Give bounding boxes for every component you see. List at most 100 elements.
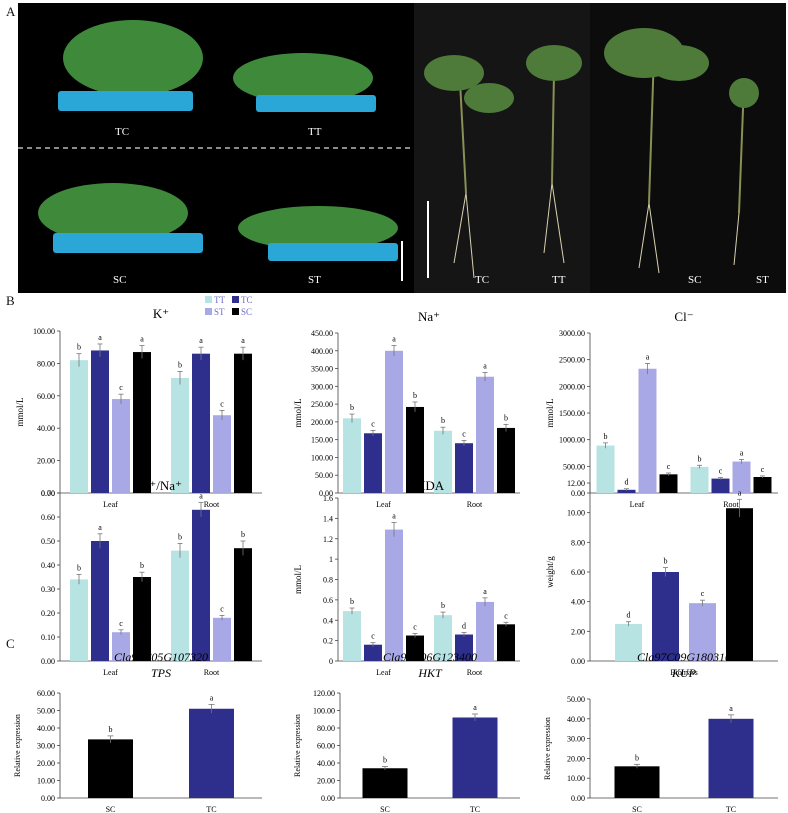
bar-st [213,617,231,661]
y-tick-label: 0.6 [323,596,333,605]
y-tick-label: 20.00 [37,457,55,466]
bar-tc [364,644,382,661]
bar-sc [234,353,252,493]
y-tick-label: 1500.00 [559,409,585,418]
significance-letter: c [667,462,671,471]
chart-cl: 0.00 500.00 1000.00 1500.00 2000.00 2500.00 30… [545,309,778,509]
y-tick-label: 100.00 [33,327,55,336]
y-tick-label: 350.00 [311,365,333,374]
significance-letter: b [178,532,182,541]
bar-sc [614,766,660,798]
significance-letter: b [241,530,245,539]
bar-sc [406,635,424,661]
y-tick-label: 300.00 [311,382,333,391]
y-tick-label: 40.00 [317,759,335,768]
bar-st [638,368,657,493]
y-tick-label: 50.00 [315,471,333,480]
panel-letter-b: B [6,293,15,308]
y-tick-label: 0.70 [41,489,55,498]
significance-letter: a [646,352,650,361]
y-tick-label: 100.00 [313,707,335,716]
bar-sc [726,508,753,661]
label-plant-tc: TC [475,274,490,286]
bar-tt [434,615,452,661]
bar-tc [91,350,109,493]
bar-st [476,376,494,493]
y-tick-label: 0.10 [41,633,55,642]
y-tick-label: 60.00 [317,742,335,751]
legend-label-tc: TC [241,295,253,305]
y-tick-label: 60.00 [37,689,55,698]
y-tick-label: 0.30 [41,585,55,594]
label-sc: SC [113,274,127,286]
x-tick-label: SC [632,805,642,813]
y-tick-label: 50.00 [37,707,55,716]
bar-sc [406,406,424,493]
significance-letter: b [698,454,702,463]
bar-st [385,529,403,661]
y-tick-label: 450.00 [311,329,333,338]
y-tick-label: 0.00 [321,794,335,803]
significance-letter: c [220,399,224,408]
y-tick-label: 0.00 [41,657,55,666]
y-tick-label: 12.00 [567,479,585,488]
x-tick-label: SC [106,805,116,813]
significance-letter: a [199,492,203,501]
y-tick-label: 80.00 [317,724,335,733]
y-tick-label: 30.00 [37,742,55,751]
y-tick-label: 3000.00 [559,329,585,338]
y-tick-label: 10.00 [37,777,55,786]
significance-letter: b [441,601,445,610]
significance-letter: a [740,448,744,457]
chart-subtitle: HKT [417,666,443,680]
label-tc: TC [115,126,130,138]
y-tick-label: 6.00 [571,568,585,577]
y-tick-label: 200.00 [311,418,333,427]
y-tick-label: 1.2 [323,535,333,544]
y-tick-label: 0.50 [41,537,55,546]
bar-sc [88,739,133,798]
significance-letter: b [350,597,354,606]
significance-letter: a [98,333,102,342]
y-axis-label: Relative expression [293,714,302,777]
y-tick-label: 500.00 [563,462,585,471]
label-plant-sc: SC [688,274,702,286]
bar-st [112,399,130,493]
x-tick-label: Root [467,500,483,509]
bar-tc [455,634,473,661]
y-tick-label: 4.00 [571,598,585,607]
bar-tc [189,708,234,798]
y-tick-label: 8.00 [571,538,585,547]
y-tick-label: 20.00 [317,777,335,786]
x-tick-label: Leaf [376,668,391,677]
y-tick-label: 0.00 [41,489,55,498]
chart-subtitle: TPS [151,666,171,680]
chart-na: 0.00 50.00 100.00 150.00 200.00 250.00 300.00 3… [293,309,520,509]
bar-st [385,350,403,493]
label-plant-tt: TT [552,274,566,286]
x-tick-label: Root [467,668,483,677]
y-axis-label: mmol/L [293,399,303,428]
y-tick-label: 0.00 [41,794,55,803]
chart-kup: 0.00 10.00 20.00 30.00 40.00 50.00 Relative ex… [543,650,778,813]
y-tick-label: 150.00 [311,436,333,445]
y-tick-label: 0.00 [571,489,585,498]
bar-tc [617,489,636,493]
y-tick-label: 0.8 [323,576,333,585]
chart-title: Cl⁻ [674,309,693,324]
y-tick-label: 1000.00 [559,436,585,445]
x-tick-label: SC [380,805,390,813]
bar-sc [497,624,515,661]
bar-tc [711,478,730,493]
y-axis-label: weight/g [545,556,555,588]
trays-illustration [18,20,414,281]
significance-letter: b [441,416,445,425]
chart-hkt: 0.00 20.00 40.00 60.00 80.00 100.00 120.00 Rela… [293,650,520,813]
significance-letter: a [738,488,742,497]
panel-letter-a: A [6,4,16,19]
y-tick-label: 1.6 [323,494,333,503]
bar-sc [234,548,252,661]
y-tick-label: 10.00 [567,509,585,518]
bar-st [112,632,130,661]
y-tick-label: 0.00 [571,657,585,666]
